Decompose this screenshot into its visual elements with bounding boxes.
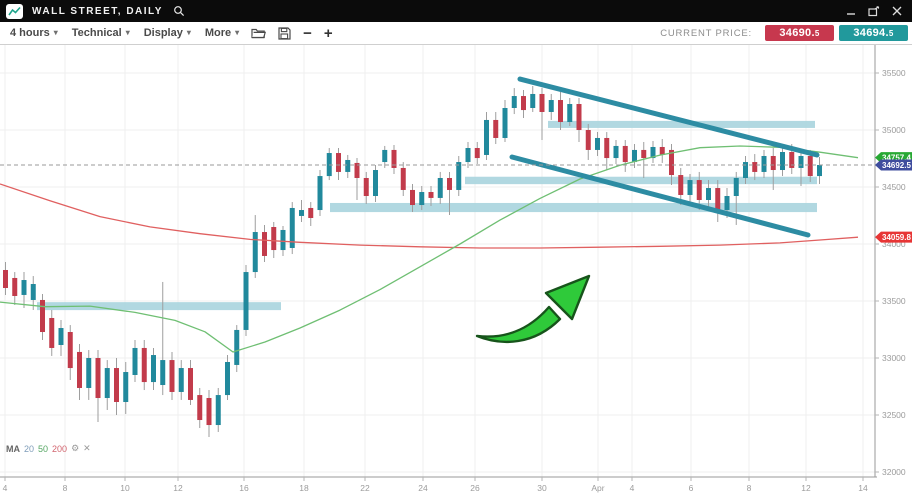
title-bar: WALL STREET, DAILY: [0, 0, 912, 22]
ma-period-50: 50: [38, 443, 49, 454]
zoom-out-button[interactable]: −: [303, 24, 312, 42]
chart-plot-area[interactable]: 35500 35000 34500 34000 33500 33000 32500 32000…: [0, 45, 912, 499]
svg-text:26: 26: [470, 483, 480, 493]
search-icon[interactable]: [173, 5, 185, 17]
svg-text:32500: 32500: [882, 410, 906, 420]
svg-text:33000: 33000: [882, 353, 906, 363]
svg-text:4: 4: [630, 483, 635, 493]
chevron-down-icon: ▾: [235, 28, 240, 37]
current-price-label: CURRENT PRICE:: [660, 27, 752, 39]
chart-toolbar: 4 hours ▾ Technical ▾ Display ▾ More ▾: [0, 22, 912, 45]
restore-icon[interactable]: [867, 4, 881, 18]
display-dropdown[interactable]: Display ▾: [144, 27, 191, 39]
close-icon[interactable]: [890, 4, 904, 18]
close-icon[interactable]: ✕: [83, 443, 91, 453]
ask-price-badge[interactable]: 34694.5: [839, 25, 908, 41]
svg-text:24: 24: [418, 483, 428, 493]
svg-text:34500: 34500: [882, 182, 906, 192]
svg-text:33500: 33500: [882, 296, 906, 306]
ma-period-200: 200: [52, 443, 68, 454]
timeframe-dropdown-label: 4 hours: [10, 27, 50, 39]
window-title: WALL STREET, DAILY: [32, 5, 163, 17]
timeframe-dropdown[interactable]: 4 hours ▾: [10, 27, 58, 39]
svg-text:22: 22: [360, 483, 370, 493]
chevron-down-icon: ▾: [53, 28, 58, 37]
svg-text:30: 30: [537, 483, 547, 493]
gear-icon[interactable]: ⚙: [71, 443, 80, 453]
minimize-icon[interactable]: [844, 4, 858, 18]
ma-legend-label: MA: [6, 443, 20, 454]
svg-text:4: 4: [3, 483, 8, 493]
svg-text:Apr: Apr: [591, 483, 604, 493]
ma-period-20: 20: [24, 443, 35, 454]
technical-dropdown[interactable]: Technical ▾: [72, 27, 130, 39]
svg-text:8: 8: [747, 483, 752, 493]
svg-text:10: 10: [120, 483, 130, 493]
save-icon[interactable]: [278, 26, 291, 40]
svg-text:34000: 34000: [882, 239, 906, 249]
svg-text:34692.5: 34692.5: [882, 161, 911, 170]
svg-text:6: 6: [689, 483, 694, 493]
ma-indicator-legend: MA 20 50 200 ⚙ ✕: [6, 443, 91, 454]
svg-text:14: 14: [858, 483, 868, 493]
open-folder-icon[interactable]: [251, 27, 267, 39]
svg-text:16: 16: [239, 483, 249, 493]
svg-text:12: 12: [801, 483, 811, 493]
svg-text:34757.4: 34757.4: [882, 154, 911, 163]
svg-text:8: 8: [63, 483, 68, 493]
svg-text:35000: 35000: [882, 125, 906, 135]
technical-dropdown-label: Technical: [71, 27, 122, 39]
display-dropdown-label: Display: [143, 27, 183, 39]
svg-text:12: 12: [173, 483, 183, 493]
chevron-down-icon: ▾: [125, 28, 130, 37]
chart-area: 35500 35000 34500 34000 33500 33000 32500 32000…: [0, 45, 912, 499]
more-dropdown-label: More: [204, 27, 232, 39]
zoom-in-button[interactable]: +: [323, 24, 333, 42]
bid-price-badge[interactable]: 34690.5: [765, 25, 834, 41]
chart-logo-icon: [6, 3, 23, 19]
svg-text:34059.8: 34059.8: [882, 233, 911, 242]
svg-text:32000: 32000: [882, 467, 906, 477]
up-arrow-annotation[interactable]: [475, 274, 591, 344]
svg-text:35500: 35500: [882, 68, 906, 78]
chevron-down-icon: ▾: [186, 28, 191, 37]
svg-text:18: 18: [299, 483, 309, 493]
more-dropdown[interactable]: More ▾: [205, 27, 239, 39]
